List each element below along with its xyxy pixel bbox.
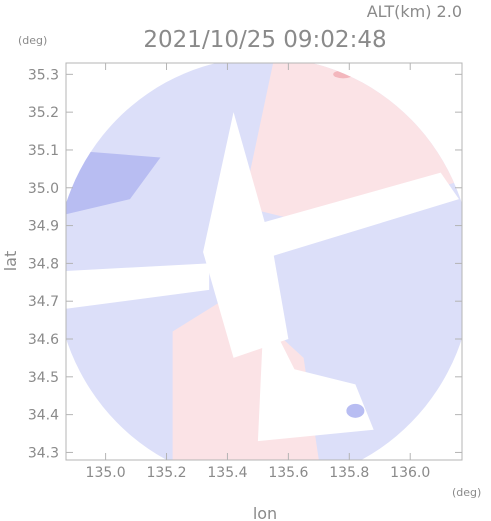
y-tick-label: 34.8: [28, 256, 59, 272]
y-tick-label: 34.7: [28, 294, 59, 310]
x-axis-label: lon: [253, 504, 277, 521]
no-echo-region-south: [257, 308, 374, 442]
y-axis: 34.3 34.4 34.5 34.6 34.7 34.8 34.9 35.0 35.1 35.2…: [28, 67, 462, 461]
no-echo-band: [251, 172, 459, 256]
no-echo-region-center: [203, 112, 289, 358]
x-tick-label: 136.0: [390, 465, 430, 481]
approaching-cell-se: [346, 403, 365, 418]
y-tick-label: 35.2: [28, 105, 59, 121]
y-tick-label: 34.9: [28, 219, 59, 235]
y-tick-label: 34.6: [28, 332, 59, 348]
y-tick-label: 35.1: [28, 143, 59, 159]
x-tick-label: 135.0: [86, 465, 126, 481]
y-tick-label: 34.4: [28, 408, 59, 424]
approaching-region-nw: [66, 149, 161, 215]
x-tick-label: 135.8: [329, 465, 369, 481]
plot-frame: [65, 62, 463, 461]
y-tick-label: 35.0: [28, 181, 59, 197]
y-unit-label: (deg): [18, 34, 47, 47]
x-unit-label: (deg): [452, 486, 481, 499]
plot-area: [66, 63, 462, 460]
alt-label: ALT(km) 2.0: [367, 2, 462, 21]
y-tick-label: 34.5: [28, 370, 59, 386]
receding-cell-n: [333, 70, 354, 79]
y-axis-label: lat: [1, 251, 20, 272]
y-tick-label: 35.3: [28, 67, 59, 83]
x-tick-label: 135.6: [268, 465, 308, 481]
y-tick-label: 34.3: [28, 445, 59, 461]
x-tick-label: 135.4: [207, 465, 247, 481]
chart-title: 2021/10/25 09:02:48: [143, 27, 386, 53]
x-tick-label: 135.2: [146, 465, 186, 481]
radar-disc: [66, 63, 462, 460]
no-echo-wedge-west: [66, 263, 210, 309]
x-axis: 135.0 135.2 135.4 135.6 135.8 136.0: [86, 63, 430, 481]
